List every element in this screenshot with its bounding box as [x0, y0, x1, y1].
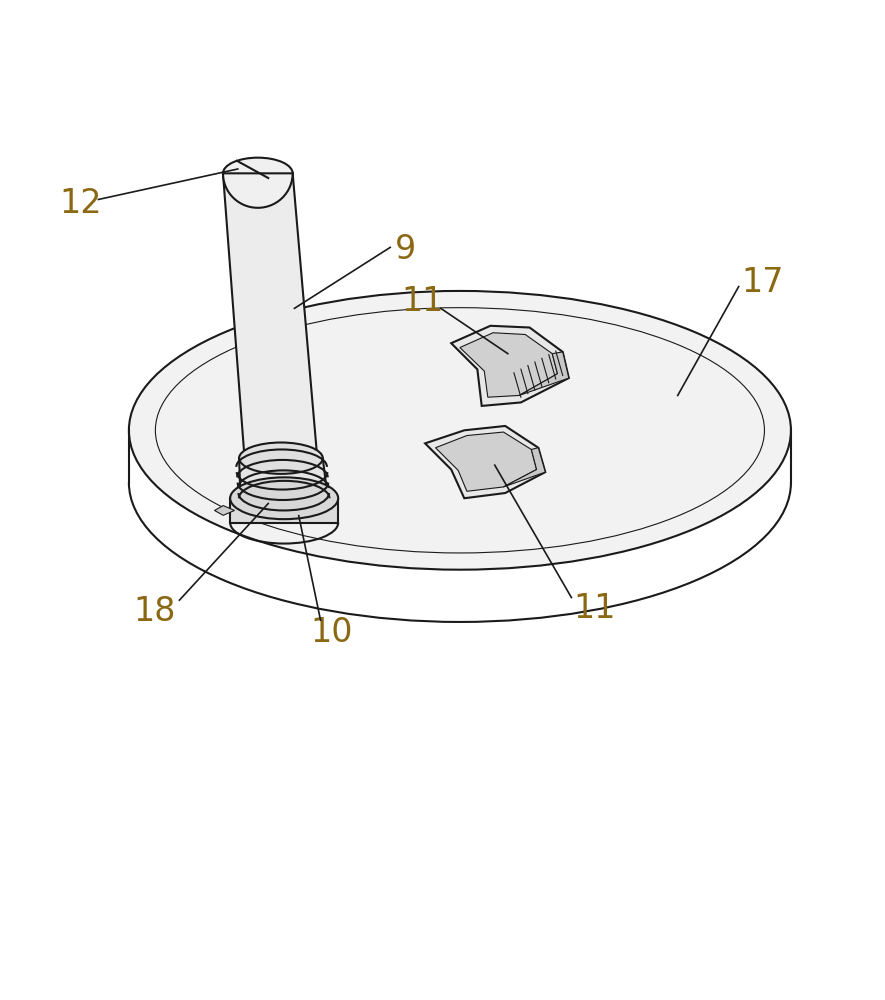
Polygon shape — [223, 173, 293, 208]
Ellipse shape — [223, 158, 293, 189]
Text: 11: 11 — [402, 285, 444, 318]
Ellipse shape — [129, 291, 791, 570]
Polygon shape — [230, 498, 338, 523]
Polygon shape — [504, 448, 545, 487]
Text: 17: 17 — [742, 266, 784, 299]
Polygon shape — [435, 432, 536, 491]
Polygon shape — [451, 326, 569, 406]
Text: 18: 18 — [134, 595, 175, 628]
Ellipse shape — [239, 443, 323, 474]
Polygon shape — [239, 458, 327, 496]
Polygon shape — [519, 352, 569, 395]
Text: 11: 11 — [573, 592, 616, 625]
Polygon shape — [214, 506, 235, 515]
Text: 12: 12 — [59, 187, 102, 220]
Text: 10: 10 — [310, 616, 352, 649]
Polygon shape — [223, 173, 320, 496]
Text: 9: 9 — [395, 233, 416, 266]
Polygon shape — [425, 426, 545, 498]
Polygon shape — [460, 333, 558, 397]
Ellipse shape — [230, 477, 338, 519]
